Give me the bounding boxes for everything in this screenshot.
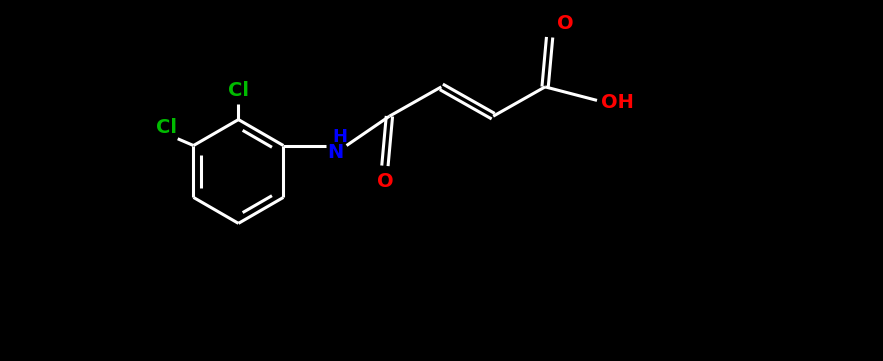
Text: Cl: Cl: [156, 118, 177, 137]
Text: N: N: [327, 143, 343, 162]
Text: O: O: [376, 172, 393, 191]
Text: H: H: [332, 127, 347, 145]
Text: Cl: Cl: [228, 81, 249, 100]
Text: O: O: [557, 14, 574, 33]
Text: OH: OH: [600, 93, 634, 112]
